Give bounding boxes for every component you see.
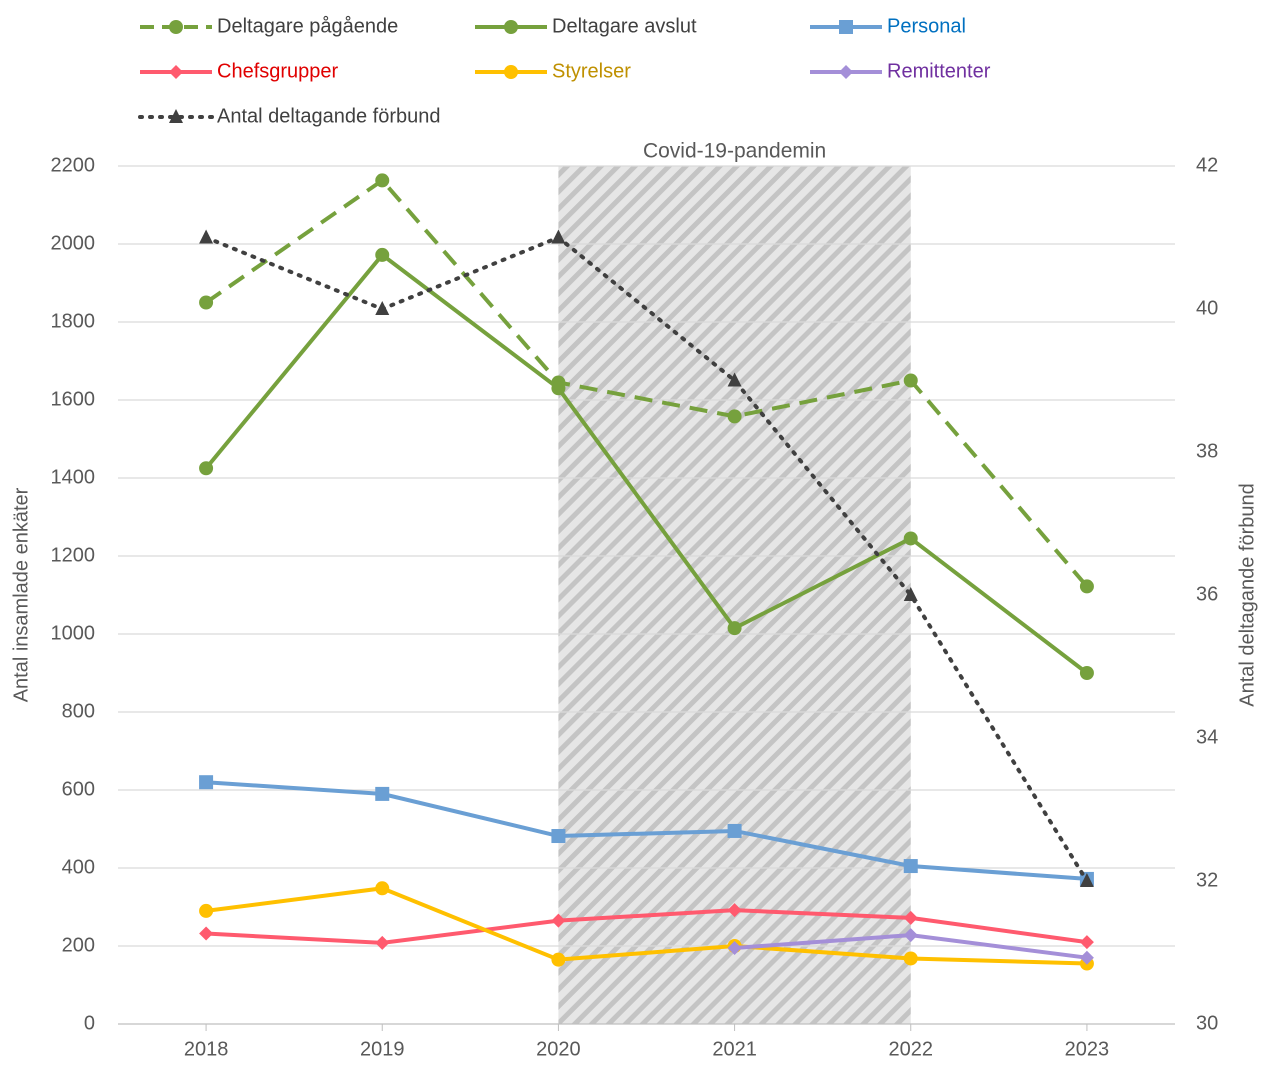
legend-label: Remittenter [887, 60, 991, 82]
y2-tick-label: 40 [1196, 297, 1218, 319]
series-line [205, 780, 1088, 881]
data-point [903, 373, 918, 388]
series-line [205, 886, 1087, 966]
data-point [375, 935, 390, 950]
legend-label: Personal [887, 15, 966, 37]
data-point [727, 409, 742, 424]
legend-marker [169, 109, 183, 123]
data-point [727, 372, 742, 387]
y2-tick-label: 32 [1196, 869, 1218, 891]
y2-tick-label: 36 [1196, 583, 1218, 605]
legend-marker [504, 20, 518, 34]
series-line [205, 908, 1088, 945]
data-point [903, 951, 918, 966]
legend-marker [839, 20, 853, 34]
data-point [551, 913, 566, 928]
legend-marker [169, 20, 183, 34]
data-point [903, 910, 918, 925]
data-point [1079, 873, 1094, 887]
y-tick-label: 2000 [51, 232, 96, 254]
data-point [551, 229, 566, 244]
data-point [199, 229, 214, 244]
legend-marker [169, 65, 183, 79]
data-point [903, 928, 918, 943]
y-tick-label: 1000 [51, 622, 96, 644]
data-point [199, 926, 214, 941]
y2-axis-label: Antal deltagande förbund [1236, 483, 1258, 707]
series-line [204, 177, 1089, 588]
x-tick-label: 2020 [536, 1038, 581, 1060]
data-point [1079, 579, 1094, 594]
x-tick-label: 2018 [184, 1038, 229, 1060]
x-tick-label: 2019 [360, 1038, 405, 1060]
data-point [727, 621, 742, 636]
data-point [1079, 666, 1094, 680]
legend-label: Antal deltagande förbund [217, 105, 441, 127]
legend-marker [504, 65, 518, 79]
y-tick-label: 0 [84, 1012, 95, 1034]
y2-tick-label: 34 [1196, 726, 1218, 748]
annotation: Covid-19-pandemin [643, 140, 826, 163]
data-point [375, 247, 390, 262]
legend-marker [839, 65, 853, 79]
legend-label: Chefsgrupper [217, 60, 339, 82]
x-tick-label: 2021 [712, 1038, 757, 1060]
y-tick-label: 1200 [51, 544, 96, 566]
data-point [551, 829, 566, 844]
x-tick-label: 2023 [1065, 1038, 1110, 1060]
y-tick-label: 200 [62, 934, 95, 956]
data-point [551, 952, 566, 967]
data-point [375, 301, 390, 315]
y-axis-label: Antal insamlade enkäter [10, 487, 32, 702]
y-tick-label: 1400 [51, 466, 96, 488]
y-tick-label: 400 [62, 856, 95, 878]
series-line [204, 235, 1089, 883]
data-point [727, 940, 742, 955]
y2-tick-label: 38 [1196, 440, 1218, 462]
data-point [375, 881, 390, 896]
y-tick-label: 1600 [51, 388, 96, 410]
highlight-region [558, 166, 911, 1024]
y-tick-label: 600 [62, 778, 95, 800]
data-point [903, 859, 918, 874]
x-tick-label: 2022 [889, 1038, 934, 1060]
data-point [199, 903, 214, 918]
data-point [727, 903, 742, 918]
y-tick-label: 800 [62, 700, 95, 722]
y-tick-label: 1800 [51, 310, 96, 332]
series-line [204, 252, 1089, 675]
y2-tick-label: 42 [1196, 154, 1218, 176]
data-point [375, 173, 390, 188]
legend-label: Deltagare pågående [217, 15, 398, 37]
data-point [199, 461, 214, 476]
data-point [1079, 935, 1094, 950]
data-point [903, 587, 918, 601]
data-point [903, 531, 918, 546]
legend-label: Deltagare avslut [552, 15, 697, 37]
data-point [551, 381, 566, 396]
data-point [199, 775, 214, 790]
data-point [727, 823, 742, 838]
data-point [375, 786, 390, 801]
legend-label: Styrelser [552, 60, 631, 82]
y2-tick-label: 30 [1196, 1012, 1218, 1034]
data-point [1079, 950, 1094, 965]
y-tick-label: 2200 [51, 154, 96, 176]
data-point [199, 295, 214, 310]
